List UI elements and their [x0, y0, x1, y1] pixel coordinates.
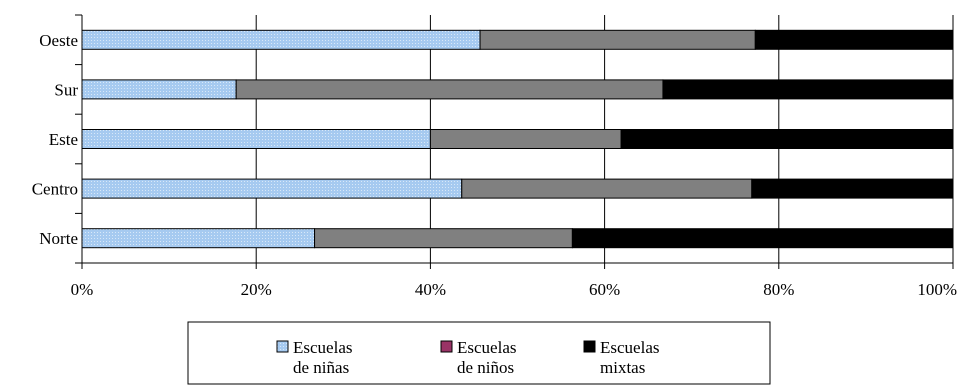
- bar-sur-series-3: [662, 79, 954, 100]
- x-tick-label-5: 100%: [917, 280, 957, 299]
- legend-label-3-line-1: Escuelas: [600, 338, 659, 357]
- y-tick-label-oeste: Oeste: [39, 31, 78, 50]
- bar-este-series-3: [620, 129, 954, 149]
- x-tick-label-4: 80%: [763, 280, 794, 299]
- y-tick-label-este: Este: [49, 130, 78, 149]
- x-tick-label-0: 0%: [71, 280, 94, 299]
- bar-norte-series-1: [81, 228, 316, 249]
- legend-label-2-line-2: de niños: [457, 358, 514, 377]
- legend-label-1-line-2: de niñas: [293, 358, 349, 377]
- x-tick-label-1: 20%: [241, 280, 272, 299]
- bar-este-series-1: [81, 129, 431, 149]
- legend-swatch-2: [440, 340, 453, 353]
- legend-swatch-3: [583, 340, 596, 353]
- x-tick-label-3: 60%: [589, 280, 620, 299]
- legend-label-3-line-2: mixtas: [600, 358, 645, 377]
- legend-label-1-line-1: Escuelas: [293, 338, 352, 357]
- bar-este-series-2: [429, 129, 622, 149]
- bar-sur-series-1: [81, 79, 237, 100]
- axes: Oeste Sur Este Centro Norte 0% 20% 40% 60% 80% 100…: [32, 14, 957, 299]
- y-tick-label-centro: Centro: [32, 180, 78, 199]
- bar-oeste-series-2: [479, 29, 756, 50]
- bar-norte-series-2: [314, 228, 573, 249]
- bar-centro-series-2: [461, 178, 753, 199]
- legend-box: [187, 321, 771, 385]
- bar-oeste-series-3: [754, 29, 954, 50]
- legend-label-2-line-1: Escuelas: [457, 338, 516, 357]
- x-tick-label-2: 40%: [415, 280, 446, 299]
- y-tick-label-sur: Sur: [54, 80, 78, 99]
- bar-centro-series-1: [81, 178, 463, 199]
- bars: [81, 29, 954, 249]
- legend-swatch-1: [276, 340, 289, 353]
- bar-oeste-series-1: [81, 29, 481, 50]
- bar-sur-series-2: [235, 79, 664, 100]
- bar-centro-series-3: [751, 178, 954, 199]
- bar-norte-series-3: [571, 228, 954, 249]
- y-tick-label-norte: Norte: [39, 229, 78, 248]
